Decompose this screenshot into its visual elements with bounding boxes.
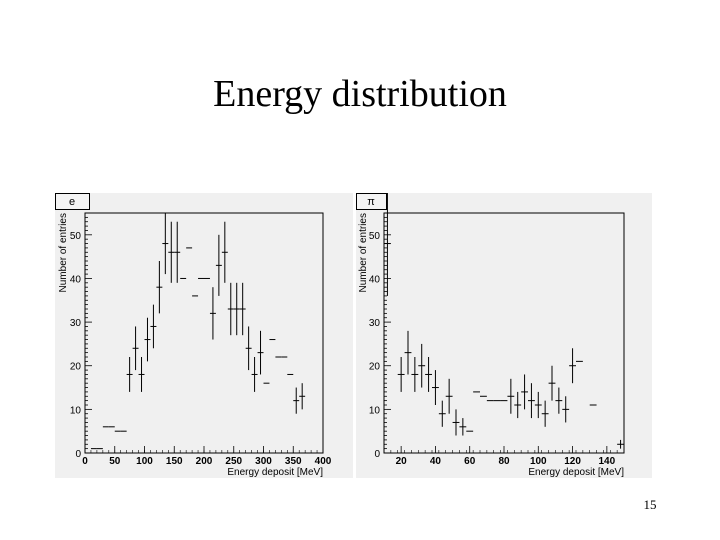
y-tick-label: 30	[70, 318, 82, 329]
y-tick-label: 30	[369, 318, 381, 329]
pion-histogram-panel: π 0 10 20 30 40 50 20 40 60 80 100 120 140 Energy depo…	[356, 193, 652, 478]
x-tick-label: 140	[599, 456, 616, 467]
histogram-label: e	[69, 196, 75, 208]
x-tick-label: 150	[166, 456, 183, 467]
y-tick-label: 40	[369, 274, 381, 285]
y-tick-label: 20	[70, 362, 82, 373]
x-tick-label: 300	[255, 456, 272, 467]
y-tick-label: 0	[374, 449, 380, 460]
histogram-label: π	[367, 196, 375, 208]
x-tick-label: 60	[464, 456, 476, 467]
y-tick-label: 50	[369, 231, 381, 242]
x-tick-label: 80	[498, 456, 510, 467]
plot-frame	[383, 212, 625, 454]
x-tick-label: 250	[225, 456, 242, 467]
slide-title: Energy distribution	[213, 73, 507, 115]
x-tick-label: 200	[196, 456, 213, 467]
electron-histogram-panel: e 0 10 20 30 40 50 0 50 100 150 200 250 300 350 400 Ener…	[55, 193, 353, 478]
electron-histogram-chart: e 0 10 20 30 40 50 0 50 100 150 200 250 300 350 400Ener…	[55, 193, 332, 478]
y-tick-label: 50	[70, 231, 82, 242]
y-tick-label: 10	[70, 405, 82, 416]
x-axis-label: Energy deposit [MeV]	[227, 467, 323, 478]
y-tick-label: 20	[369, 362, 381, 373]
x-axis-label: Energy deposit [MeV]	[528, 467, 624, 478]
y-tick-label: 40	[70, 274, 82, 285]
x-tick-label: 20	[396, 456, 408, 467]
x-tick-label: 400	[315, 456, 332, 467]
x-tick-label: 100	[136, 456, 153, 467]
histogram-label-box	[55, 193, 90, 210]
y-tick-label: 0	[75, 449, 81, 460]
y-axis-label: Number of entries	[358, 213, 369, 292]
x-tick-label: 120	[564, 456, 581, 467]
y-axis-label: Number of entries	[58, 213, 69, 292]
x-tick-label: 40	[430, 456, 442, 467]
x-tick-label: 350	[285, 456, 302, 467]
plot-frame	[84, 212, 324, 454]
x-tick-label: 50	[109, 456, 121, 467]
x-tick-label: 0	[82, 456, 88, 467]
histogram-label-box	[356, 193, 387, 210]
page-number: 15	[643, 497, 657, 512]
y-tick-label: 10	[369, 405, 381, 416]
x-tick-label: 100	[530, 456, 547, 467]
